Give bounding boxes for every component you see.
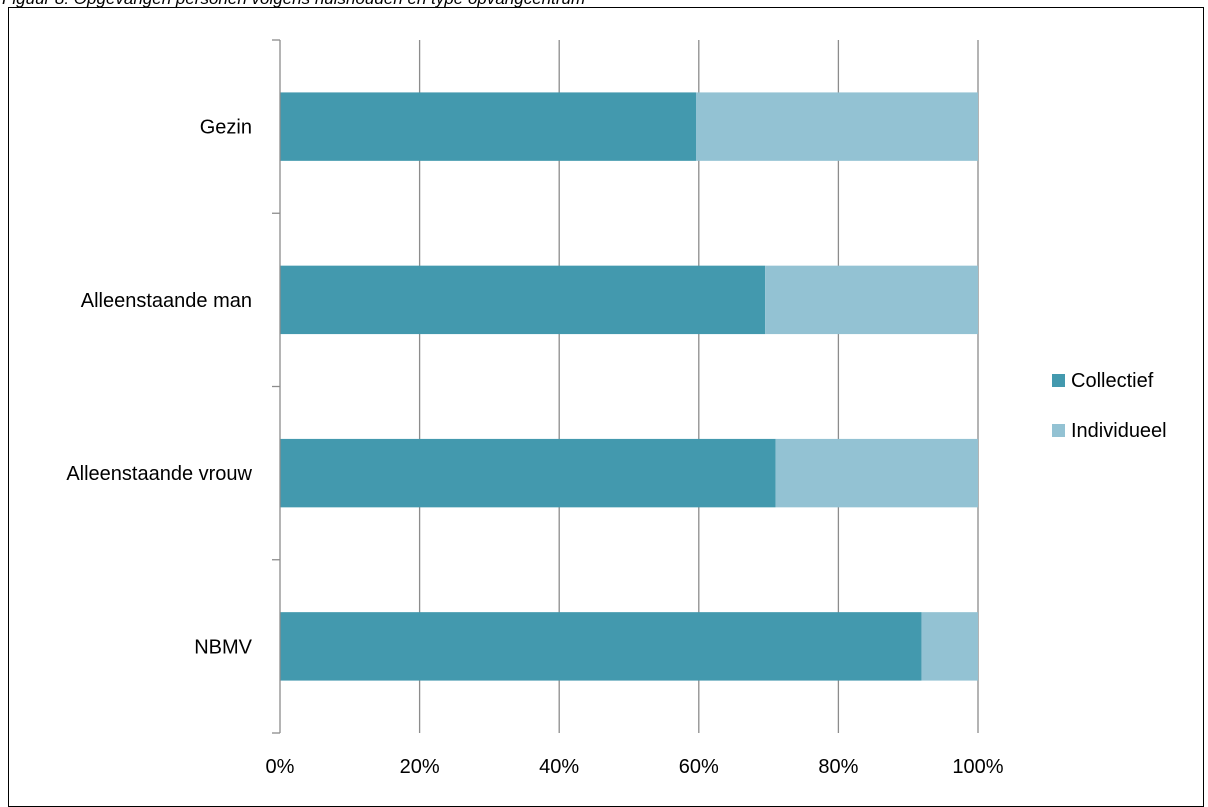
bar-collectief [280,438,776,508]
bar-individueel [696,92,978,161]
x-tick-label: 60% [679,756,719,778]
bar-individueel [765,265,978,335]
legend-label: Individueel [1071,420,1167,442]
legend-label: Collectief [1071,370,1154,392]
category-labels: Gezin Alleenstaande man Alleenstaande vrou… [66,117,252,659]
legend: Collectief Individueel [1052,370,1167,442]
bar-collectief [280,92,697,161]
x-tick-labels: 0% 20% 40% 60% 80% 100% [266,756,1004,778]
category-label: Alleenstaande vrouw [66,463,252,485]
bar-individueel [921,612,978,681]
bars [280,92,978,681]
bar-collectief [280,612,922,681]
x-tick-label: 0% [266,756,295,778]
bar-collectief [280,265,766,335]
legend-swatch [1052,374,1065,387]
x-tick-label: 40% [539,756,579,778]
category-label: Gezin [200,117,252,139]
bar-individueel [775,438,978,508]
category-label: Alleenstaande man [81,290,252,312]
y-axis [272,39,281,734]
x-tick-label: 20% [400,756,440,778]
x-tick-label: 80% [818,756,858,778]
legend-swatch [1052,424,1065,437]
figure-caption: Figuur 8: Opgevangen personen volgens hu… [2,0,1202,11]
category-label: NBMV [194,636,252,658]
x-tick-label: 100% [952,756,1003,778]
